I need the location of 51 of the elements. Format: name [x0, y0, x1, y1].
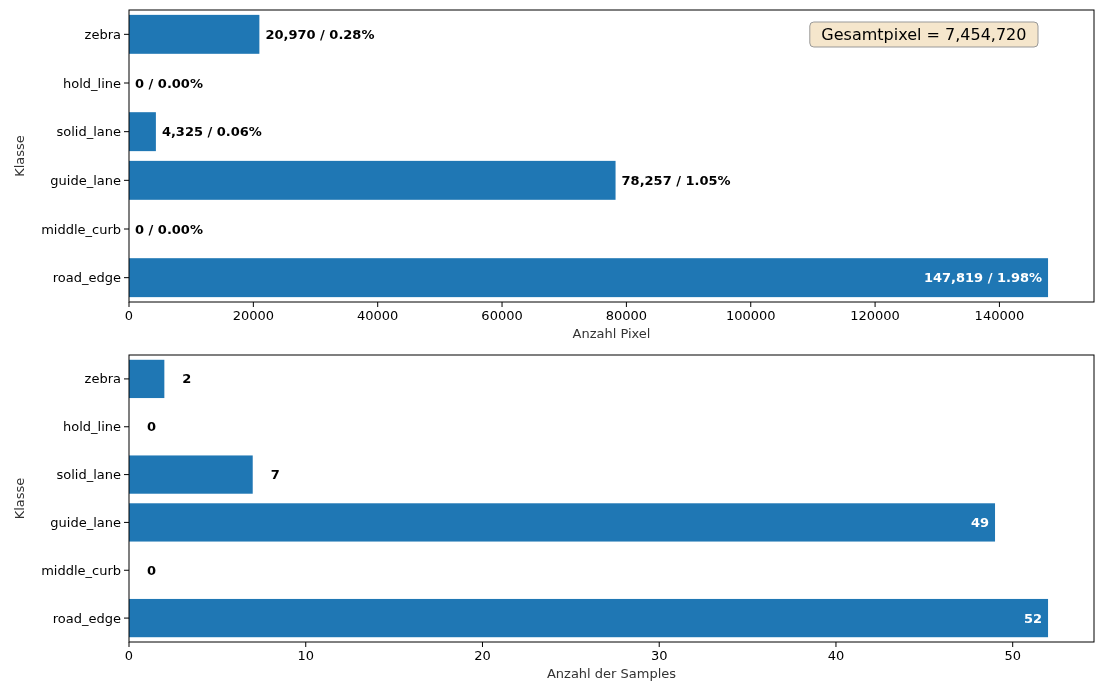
bar — [129, 503, 996, 542]
y-tick-label: solid_lane — [56, 124, 121, 140]
data-label: 49 — [970, 514, 990, 530]
x-tick-label: 120000 — [850, 308, 900, 323]
y-tick-label: middle_curb — [41, 562, 121, 578]
x-tick-label: 40000 — [357, 308, 399, 323]
data-label: 20,970 / 0.28% — [265, 26, 375, 42]
x-tick-label: 0 — [124, 308, 134, 323]
bar — [129, 112, 156, 152]
data-label: 147,819 / 1.98% — [923, 270, 1043, 286]
x-tick-label: 80000 — [605, 308, 648, 323]
data-label: 0 — [147, 419, 157, 435]
bar — [129, 160, 616, 200]
y-tick-label: hold_line — [62, 419, 121, 435]
x-axis-title: Anzahl der Samples — [546, 666, 677, 681]
bar — [129, 455, 253, 494]
y-tick-label: zebra — [84, 26, 121, 42]
data-label: 0 / 0.00% — [135, 75, 203, 91]
x-tick-label: 50 — [1004, 648, 1021, 663]
y-tick-label: road_edge — [52, 610, 121, 626]
x-tick-label: 10 — [297, 648, 315, 663]
annotation: Gesamtpixel = 7,454,720 — [821, 25, 1027, 45]
data-label: 52 — [1023, 610, 1043, 626]
y-tick-label: middle_curb — [41, 221, 121, 237]
bar — [129, 359, 165, 399]
y-tick-label: road_edge — [52, 270, 121, 286]
bar — [129, 14, 260, 54]
y-tick-label: solid_lane — [56, 467, 121, 483]
x-tick-label: 0 — [124, 648, 134, 663]
data-label: 4,325 / 0.06% — [161, 124, 262, 140]
bar — [129, 258, 1049, 298]
y-tick-label: hold_line — [62, 75, 121, 91]
y-axis-title: Klasse — [12, 135, 27, 177]
x-tick-label: 100000 — [725, 308, 776, 323]
y-tick-label: zebra — [84, 371, 121, 387]
y-tick-label: guide_lane — [50, 514, 121, 530]
x-tick-label: 20 — [474, 648, 491, 663]
data-label: 78,257 / 1.05% — [621, 172, 731, 188]
x-axis-title: Anzahl Pixel — [572, 326, 651, 341]
x-tick-label: 140000 — [974, 308, 1025, 323]
x-tick-label: 20000 — [232, 308, 275, 323]
data-label: 0 / 0.00% — [135, 221, 203, 237]
data-label: 0 — [147, 562, 157, 578]
x-tick-label: 60000 — [481, 308, 523, 323]
data-label: 2 — [182, 371, 192, 387]
bar — [129, 598, 1049, 638]
y-axis-title: Klasse — [12, 477, 27, 520]
y-tick-label: guide_lane — [50, 172, 121, 188]
data-label: 7 — [270, 467, 280, 483]
x-tick-label: 40 — [827, 648, 845, 663]
x-tick-label: 30 — [650, 648, 668, 663]
